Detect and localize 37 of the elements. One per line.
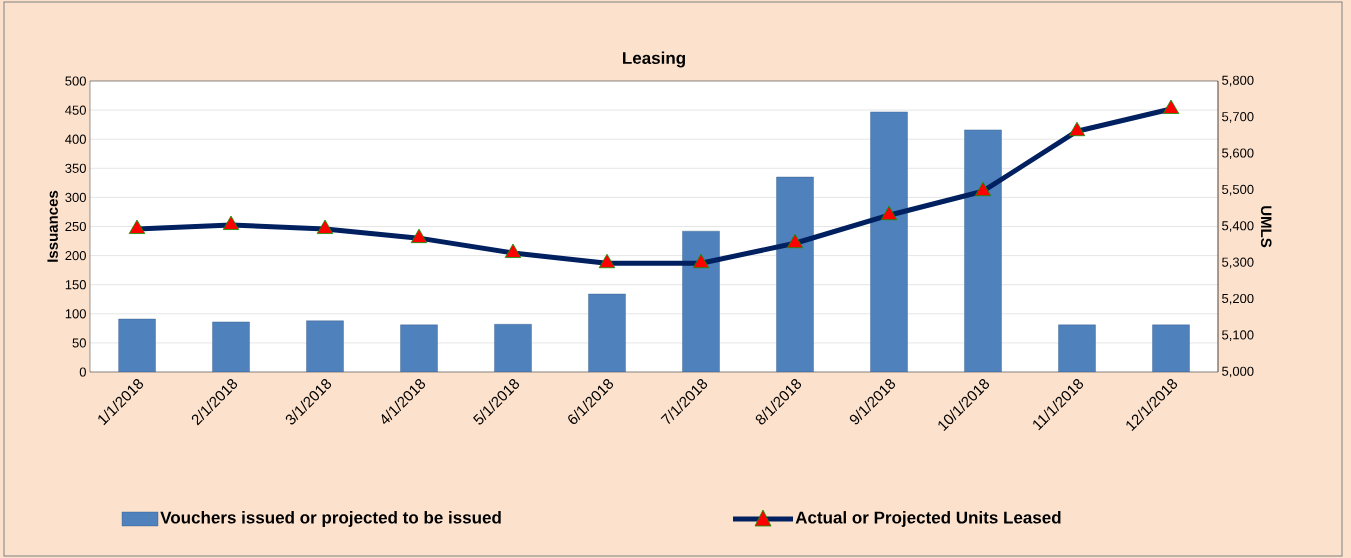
y-tick-label: 200	[65, 251, 86, 261]
y-tick-label: 400	[65, 134, 86, 144]
y2-tick-label: 5,500	[1222, 184, 1254, 196]
chart-title: Leasing	[623, 51, 685, 68]
y2-tick-label: 5,100	[1222, 330, 1254, 341]
bar	[494, 324, 532, 372]
bar	[212, 321, 250, 372]
bar	[1058, 324, 1096, 372]
y-axis-title: Issuances	[47, 190, 58, 262]
bar	[306, 320, 344, 372]
y-tick-label: 150	[65, 280, 86, 290]
legend-label: Actual or Projected Units Leased	[795, 511, 1061, 527]
bar	[588, 293, 626, 372]
y-tick-label: 500	[65, 76, 86, 86]
y2-tick-label: 5,600	[1222, 148, 1254, 160]
y2-tick-label: 5,800	[1222, 75, 1254, 87]
y-tick-label: 50	[72, 338, 86, 348]
y2-tick-label: 5,200	[1222, 293, 1254, 305]
bar	[682, 230, 720, 372]
bar	[400, 324, 438, 372]
y-tick-label: 100	[65, 309, 86, 319]
legend-label: Vouchers issued or projected to be issued	[160, 511, 501, 527]
bar	[776, 176, 814, 372]
bar	[1152, 324, 1190, 372]
y2-tick-label: 5,300	[1222, 257, 1254, 269]
y-tick-label: 250	[65, 221, 86, 232]
bar	[870, 111, 908, 372]
y2-axis-title: UMLS	[1260, 206, 1272, 248]
y-tick-label: 0	[79, 367, 86, 377]
bar	[964, 129, 1002, 372]
bar	[118, 318, 156, 372]
y-tick-label: 350	[65, 163, 86, 173]
y2-tick-label: 5,000	[1222, 366, 1254, 378]
y-tick-label: 450	[65, 105, 86, 115]
y2-tick-label: 5,400	[1222, 221, 1254, 232]
y-tick-label: 300	[65, 192, 86, 203]
y2-tick-label: 5,700	[1222, 112, 1254, 123]
